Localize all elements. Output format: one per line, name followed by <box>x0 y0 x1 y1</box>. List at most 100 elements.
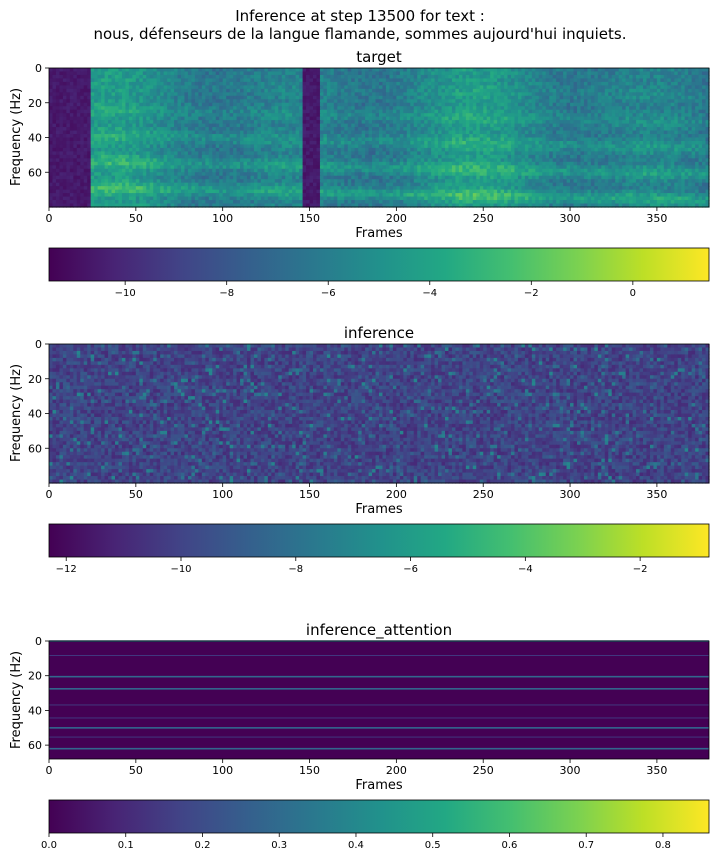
heatmap-cell <box>639 92 644 97</box>
heatmap-cell <box>285 81 290 86</box>
heatmap-cell <box>431 71 436 76</box>
heatmap-cell <box>243 144 248 149</box>
heatmap-cell <box>445 154 450 159</box>
heatmap-cell <box>351 137 356 142</box>
heatmap-cell <box>521 92 526 97</box>
heatmap-cell <box>389 120 394 125</box>
heatmap-cell <box>128 151 133 156</box>
heatmap-cell <box>295 109 300 114</box>
heatmap-cell <box>208 81 213 86</box>
heatmap-cell <box>688 85 693 90</box>
heatmap-cell <box>649 78 655 83</box>
heatmap-cell <box>622 71 627 76</box>
heatmap-cell <box>115 78 120 83</box>
heatmap-cell <box>274 71 279 76</box>
heatmap-cell <box>681 95 686 100</box>
heatmap-cell <box>601 78 606 83</box>
heatmap-cell <box>396 154 401 159</box>
heatmap-cell <box>590 116 595 121</box>
heatmap-cell <box>156 147 161 153</box>
heatmap-cell <box>552 120 557 125</box>
heatmap-cell <box>208 68 213 73</box>
heatmap-cell <box>403 144 408 149</box>
heatmap-cell <box>247 68 252 73</box>
heatmap-cell <box>636 71 641 76</box>
heatmap-cell <box>94 120 99 125</box>
heatmap-cell <box>479 74 484 80</box>
heatmap-cell <box>108 68 113 73</box>
heatmap-cell <box>368 99 373 104</box>
heatmap-cell <box>577 137 582 142</box>
heatmap-cell <box>257 123 262 128</box>
heatmap-cell <box>66 134 71 139</box>
heatmap-cell <box>330 130 335 135</box>
heatmap-cell <box>121 134 127 139</box>
heatmap-cell <box>663 88 668 93</box>
heatmap-cell <box>97 68 102 73</box>
heatmap-cell <box>118 109 123 114</box>
heatmap-cell <box>511 116 516 121</box>
heatmap-cell <box>368 123 373 128</box>
heatmap-cell <box>267 74 272 80</box>
heatmap-cell <box>111 85 116 90</box>
heatmap-cell <box>583 88 589 93</box>
heatmap-cell <box>538 85 543 90</box>
heatmap-cell <box>285 120 290 125</box>
heatmap-cell <box>594 147 599 153</box>
heatmap-cell <box>695 88 700 93</box>
heatmap-cell <box>594 68 599 73</box>
heatmap-cell <box>677 144 682 149</box>
heatmap-cell <box>674 113 679 118</box>
heatmap-cell <box>559 134 564 139</box>
heatmap-cell <box>198 123 203 128</box>
heatmap-cell <box>181 78 186 83</box>
heatmap-cell <box>295 120 300 125</box>
heatmap-cell <box>556 106 561 111</box>
heatmap-cell <box>177 158 182 163</box>
heatmap-cell <box>413 109 418 114</box>
heatmap-cell <box>313 134 318 139</box>
heatmap-cell <box>577 92 582 97</box>
heatmap-cell <box>118 106 123 111</box>
heatmap-cell <box>469 151 474 156</box>
heatmap-cell <box>240 134 245 139</box>
heatmap-cell <box>66 102 71 107</box>
heatmap-cell <box>108 102 113 107</box>
heatmap-cell <box>219 134 224 139</box>
heatmap-cell <box>389 123 394 128</box>
heatmap-cell <box>358 78 363 83</box>
heatmap-cell <box>486 68 491 73</box>
heatmap-cell <box>445 106 450 111</box>
heatmap-cell <box>201 147 206 153</box>
heatmap-cell <box>636 95 641 100</box>
heatmap-cell <box>639 74 644 80</box>
heatmap-cell <box>278 106 283 111</box>
heatmap-cell <box>517 120 523 125</box>
heatmap-cell <box>403 140 408 146</box>
heatmap-cell <box>601 74 606 80</box>
heatmap-cell <box>52 154 57 159</box>
heatmap-cell <box>226 154 231 159</box>
heatmap-cell <box>438 151 443 156</box>
heatmap-cell <box>49 106 54 111</box>
heatmap-cell <box>302 116 307 121</box>
heatmap-cell <box>250 113 255 118</box>
heatmap-cell <box>580 130 585 135</box>
heatmap-cell <box>427 151 432 156</box>
heatmap-cell <box>333 88 338 93</box>
heatmap-cell <box>639 99 644 104</box>
heatmap-cell <box>153 68 158 73</box>
heatmap-cell <box>587 81 592 86</box>
heatmap-cell <box>80 102 85 107</box>
heatmap-cell <box>101 78 106 83</box>
heatmap-cell <box>580 113 585 118</box>
heatmap-cell <box>552 106 557 111</box>
heatmap-cell <box>660 120 665 125</box>
heatmap-cell <box>347 151 352 156</box>
heatmap-cell <box>306 127 311 132</box>
heatmap-cell <box>458 120 463 125</box>
heatmap-cell <box>424 134 429 139</box>
heatmap-cell <box>80 147 85 153</box>
heatmap-cell <box>135 123 140 128</box>
heatmap-cell <box>316 81 321 86</box>
